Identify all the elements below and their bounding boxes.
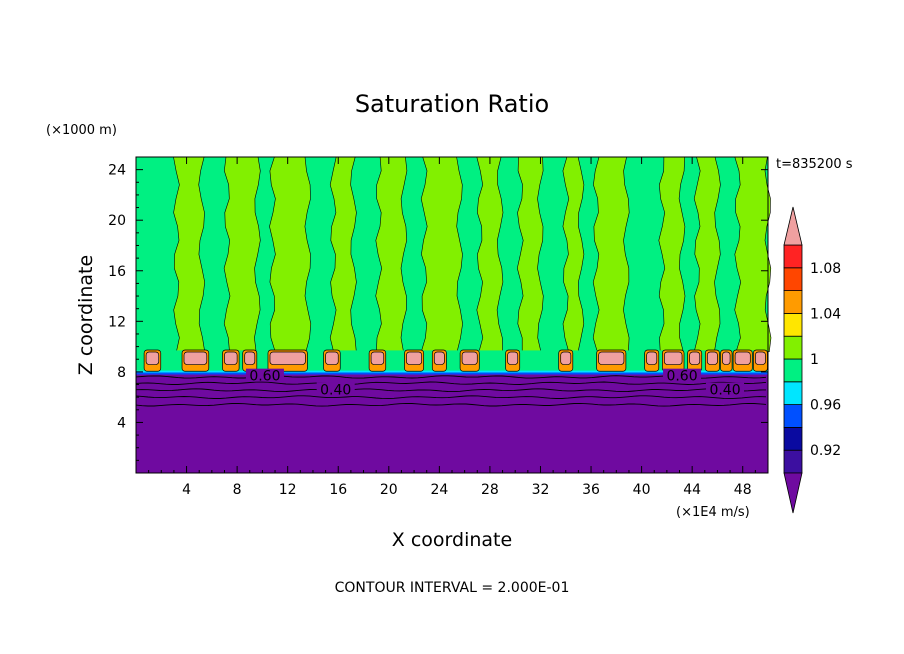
supersaturated-cell — [706, 351, 718, 365]
supersaturated-cell — [325, 351, 339, 365]
colorbar-segment — [783, 404, 803, 428]
moist-column — [734, 156, 772, 352]
x-unit-label: (×1E4 m/s) — [676, 505, 750, 520]
plot-area: 0.60 0.40 0.60 0.40 — [135, 156, 772, 474]
contour-line — [135, 375, 767, 379]
colorbar-label: 0.92 — [810, 443, 841, 459]
colorbar-segment — [783, 358, 803, 383]
contour-line — [135, 388, 767, 393]
supersaturated-cell — [370, 351, 385, 365]
colorbar-segment — [783, 449, 803, 474]
x-tick-label: 16 — [329, 482, 347, 498]
supersaturated-cell — [689, 351, 701, 365]
supersaturated-cell — [224, 351, 238, 365]
supersaturated-cell — [244, 351, 256, 365]
x-tick-label: 24 — [430, 482, 448, 498]
contour-line — [135, 402, 767, 407]
supersaturated-cell — [664, 351, 683, 365]
contour-line — [135, 381, 767, 385]
x-tick-label: 32 — [532, 482, 550, 498]
x-tick-label: 28 — [481, 482, 499, 498]
x-tick-label: 8 — [233, 482, 242, 498]
contour-label: 0.60 — [249, 369, 280, 385]
supersaturated-cell — [145, 351, 160, 365]
colorbar-segment — [783, 426, 803, 451]
supersaturated-cell — [507, 351, 519, 365]
colorbar-label: 1.08 — [810, 261, 841, 277]
supersaturated-cell — [461, 351, 478, 365]
x-tick-label: 12 — [279, 482, 297, 498]
inversion-interface-lower — [136, 372, 768, 375]
colorbar-segment — [783, 335, 803, 360]
x-tick-label: 44 — [683, 482, 701, 498]
supersaturated-cell — [183, 351, 208, 365]
y-tick-label: 4 — [117, 415, 126, 431]
contour-line — [135, 395, 767, 400]
supersaturated-cell — [269, 351, 306, 365]
colorbar-segment — [783, 290, 803, 314]
y-unit-label: (×1000 m) — [46, 123, 117, 138]
inversion-interface — [136, 370, 768, 373]
moist-column — [420, 156, 463, 352]
x-tick-label: 36 — [582, 482, 600, 498]
contour-interval-footer: CONTOUR INTERVAL = 2.000E-01 — [335, 580, 570, 596]
time-label: t=835200 s — [776, 157, 853, 172]
y-axis-label: Z coordinate — [75, 255, 97, 375]
x-tick-label: 4 — [182, 482, 191, 498]
contour-label: 0.40 — [709, 383, 740, 399]
supersaturated-cell — [433, 351, 445, 365]
y-axis: 4 8 12 16 20 24 — [108, 163, 768, 461]
colorbar: 0.92 0.96 1 1.04 1.08 — [783, 206, 841, 514]
colorbar-segment — [783, 267, 803, 291]
supersaturated-cell — [722, 351, 731, 365]
x-axis-label: X coordinate — [392, 529, 512, 551]
colorbar-label: 1.04 — [810, 306, 841, 322]
y-tick-label: 16 — [108, 264, 126, 280]
colorbar-segment — [783, 244, 803, 269]
x-tick-label: 20 — [380, 482, 398, 498]
supersaturated-cell — [646, 351, 658, 365]
moist-column — [592, 156, 630, 352]
supersaturated-cell — [598, 351, 625, 365]
supersaturated-cell — [406, 351, 423, 365]
y-tick-label: 12 — [108, 314, 126, 330]
supersaturated-cell — [734, 351, 751, 365]
x-tick-label: 40 — [633, 482, 651, 498]
colorbar-label: 1 — [810, 352, 819, 368]
moist-column — [269, 156, 312, 352]
x-axis: 4 8 12 16 20 24 28 32 36 40 44 48 — [148, 157, 756, 498]
colorbar-segment — [783, 381, 803, 405]
y-tick-label: 20 — [108, 213, 126, 229]
contour-label: 0.40 — [320, 383, 351, 399]
x-tick-label: 48 — [734, 482, 752, 498]
dry-layer-region — [136, 371, 768, 473]
supersaturated-cell — [560, 351, 572, 365]
chart-title: Saturation Ratio — [355, 90, 549, 118]
colorbar-segment — [783, 312, 803, 337]
supersaturated-cell — [755, 351, 766, 365]
y-tick-label: 8 — [117, 365, 126, 381]
colorbar-under-arrow — [783, 472, 803, 514]
contour-label: 0.60 — [666, 369, 697, 385]
y-tick-label: 24 — [108, 163, 126, 179]
moist-column — [223, 156, 261, 352]
colorbar-over-arrow — [783, 206, 803, 246]
colorbar-label: 0.96 — [810, 398, 841, 414]
